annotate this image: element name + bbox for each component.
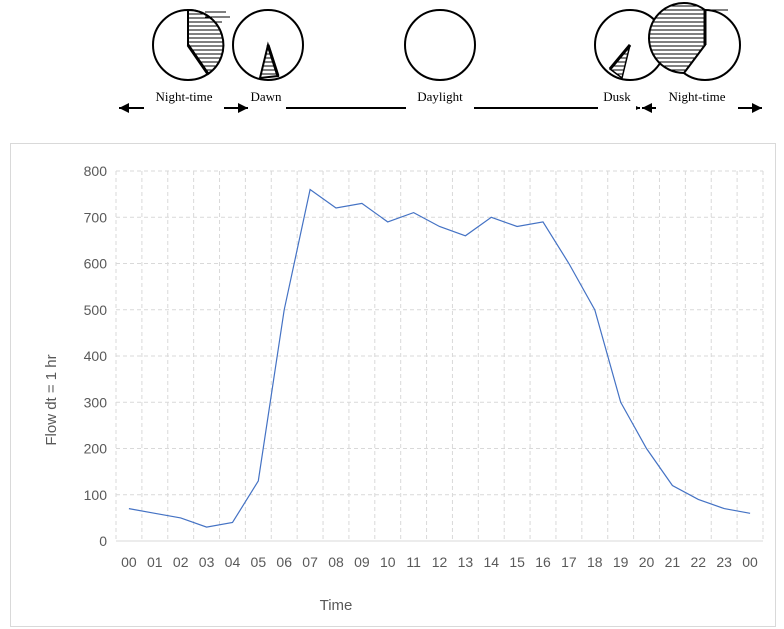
x-tick-label: 06 [276, 554, 292, 570]
flow-series-line [128, 188, 751, 528]
phase-label-dusk: Dusk [603, 89, 631, 104]
daylight-clock-icon [404, 9, 476, 81]
x-tick-label: 16 [535, 554, 551, 570]
x-tick-label: 02 [173, 554, 189, 570]
x-tick-label: 14 [483, 554, 499, 570]
y-tick-label: 700 [84, 209, 108, 225]
x-tick-label: 22 [691, 554, 707, 570]
x-tick-label: 11 [406, 554, 421, 570]
y-tick-label: 0 [99, 533, 107, 549]
x-tick-label: 23 [716, 554, 732, 570]
y-tick-label: 100 [84, 487, 108, 503]
y-axis-label: Flow dt = 1 hr [43, 354, 60, 445]
x-tick-label: 20 [639, 554, 655, 570]
phase-label-daylight: Daylight [417, 89, 463, 104]
phase-label-night: Night-time [155, 89, 212, 104]
x-tick-label: 05 [251, 554, 267, 570]
x-tick-label: 04 [225, 554, 241, 570]
x-tick-label: 18 [587, 554, 603, 570]
daylight-phase-diagram: Night-time Dawn Daylight Dusk Night-time [119, 2, 762, 114]
dusk-clock-icon [594, 9, 666, 81]
phase-label-night-2: Night-time [668, 89, 725, 104]
x-tick-label: 07 [302, 554, 318, 570]
chart-area: 0 100 200 300 400 500 600 700 800 00 01 02 03 04 05 06… [10, 143, 776, 627]
x-tick-label: 03 [199, 554, 215, 570]
night-clock-icon-2 [648, 2, 741, 81]
y-tick-label: 400 [84, 348, 108, 364]
x-tick-label: 13 [458, 554, 474, 570]
y-tick-label: 800 [84, 163, 108, 179]
flow-line-chart: 0 100 200 300 400 500 600 700 800 00 01 02 03 04 05 06… [43, 163, 764, 614]
night-clock-icon [152, 8, 230, 81]
y-tick-label: 200 [84, 441, 108, 457]
dawn-clock-icon [232, 9, 304, 81]
x-tick-label: 00 [742, 554, 758, 570]
y-tick-label: 500 [84, 302, 108, 318]
x-tick-label: 09 [354, 554, 370, 570]
x-tick-label: 08 [328, 554, 344, 570]
x-tick-label: 19 [613, 554, 629, 570]
x-tick-label: 12 [432, 554, 448, 570]
x-tick-label: 17 [561, 554, 577, 570]
x-axis-label: Time [320, 597, 353, 614]
x-tick-label: 00 [121, 554, 137, 570]
phase-label-dawn: Dawn [250, 89, 282, 104]
x-tick-label: 21 [665, 554, 681, 570]
x-tick-label: 10 [380, 554, 396, 570]
x-tick-label: 15 [509, 554, 525, 570]
y-tick-label: 300 [84, 394, 108, 410]
x-tick-label: 01 [147, 554, 163, 570]
y-tick-label: 600 [84, 256, 108, 272]
